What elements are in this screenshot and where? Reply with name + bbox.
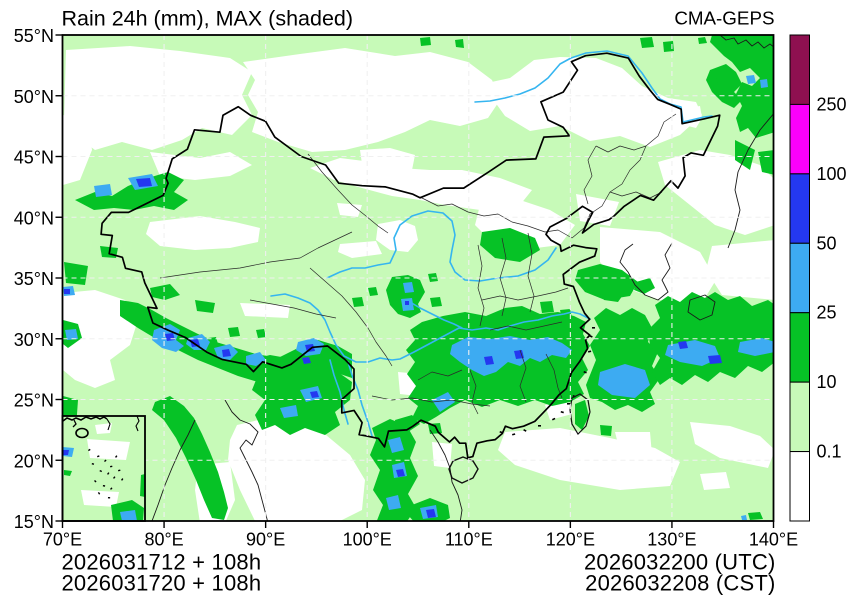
svg-text:2026032208 (CST): 2026032208 (CST) — [585, 571, 775, 596]
svg-text:140°E: 140°E — [749, 530, 798, 550]
svg-text:130°E: 130°E — [647, 530, 696, 550]
svg-text:Rain 24h (mm), MAX (shaded): Rain 24h (mm), MAX (shaded) — [62, 6, 354, 30]
svg-text:25: 25 — [817, 303, 837, 323]
svg-text:35°N: 35°N — [14, 269, 54, 289]
svg-text:30°N: 30°N — [14, 330, 54, 350]
svg-text:50: 50 — [817, 233, 837, 253]
svg-text:2026031712 + 108h: 2026031712 + 108h — [62, 550, 262, 575]
svg-text:40°N: 40°N — [14, 208, 54, 228]
svg-text:2026032200 (UTC): 2026032200 (UTC) — [584, 550, 776, 575]
svg-text:45°N: 45°N — [14, 148, 54, 168]
svg-text:15°N: 15°N — [14, 512, 54, 532]
svg-text:70°E: 70°E — [43, 530, 82, 550]
svg-text:10: 10 — [817, 372, 837, 392]
svg-text:25°N: 25°N — [14, 391, 54, 411]
svg-text:0.1: 0.1 — [817, 442, 842, 462]
svg-text:55°N: 55°N — [14, 26, 54, 46]
svg-text:20°N: 20°N — [14, 451, 54, 471]
svg-text:CMA-GEPS: CMA-GEPS — [674, 8, 774, 29]
svg-text:80°E: 80°E — [144, 530, 183, 550]
svg-text:100°E: 100°E — [343, 530, 392, 550]
svg-text:90°E: 90°E — [246, 530, 285, 550]
svg-text:2026031720 + 108h: 2026031720 + 108h — [62, 571, 262, 596]
svg-text:250: 250 — [817, 94, 847, 114]
svg-text:100: 100 — [817, 164, 847, 184]
svg-text:110°E: 110°E — [445, 530, 493, 550]
svg-text:50°N: 50°N — [14, 87, 54, 107]
svg-text:120°E: 120°E — [546, 530, 595, 550]
